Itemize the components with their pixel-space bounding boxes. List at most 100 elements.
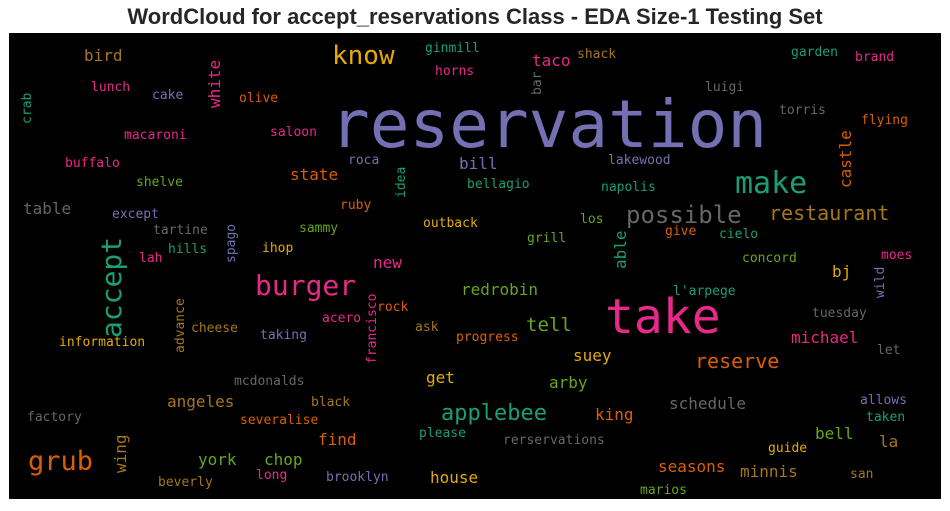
- word-acero: acero: [322, 311, 361, 326]
- word-restaurant: restaurant: [769, 201, 889, 225]
- word-seasons: seasons: [658, 457, 725, 476]
- word-ginmill: ginmill: [425, 41, 480, 56]
- word-state: state: [290, 165, 338, 184]
- word-francisco: francisco: [365, 294, 380, 364]
- word-guide: guide: [768, 441, 807, 456]
- word-except: except: [112, 207, 159, 222]
- word-castle: castle: [836, 130, 855, 188]
- word-cheese: cheese: [191, 321, 238, 336]
- word-grill: grill: [527, 231, 566, 246]
- word-accept: accept: [95, 237, 128, 338]
- word-brand: brand: [855, 50, 894, 65]
- word-sammy: sammy: [299, 221, 338, 236]
- word-cake: cake: [152, 88, 183, 103]
- word-mcdonalds: mcdonalds: [234, 374, 304, 389]
- word-find: find: [318, 430, 357, 449]
- word-bj: bj: [832, 262, 851, 281]
- word-severalise: severalise: [240, 413, 318, 428]
- word-new: new: [373, 253, 402, 272]
- word-michael: michael: [791, 328, 858, 347]
- wordcloud-svg: reservation take make know burger accept possi…: [20, 41, 912, 498]
- word-minnis: minnis: [740, 462, 798, 481]
- word-napolis: napolis: [601, 180, 656, 195]
- word-chop: chop: [264, 450, 303, 469]
- word-spago: spago: [224, 224, 239, 263]
- word-tuesday: tuesday: [812, 306, 867, 321]
- word-rock: rock: [377, 300, 408, 315]
- word-marios: marios: [640, 483, 687, 498]
- word-reservation: reservation: [330, 86, 767, 163]
- word-tell: tell: [526, 314, 572, 336]
- word-wing: wing: [111, 434, 130, 473]
- word-able: able: [611, 230, 630, 269]
- word-factory: factory: [27, 410, 82, 425]
- word-l-arpege: l'arpege: [673, 284, 736, 299]
- word-advance: advance: [173, 298, 188, 353]
- word-outback: outback: [423, 216, 478, 231]
- word-ask: ask: [415, 320, 439, 335]
- word-bellagio: bellagio: [467, 177, 530, 192]
- word-redrobin: redrobin: [461, 280, 538, 299]
- word-la: la: [879, 432, 898, 451]
- word-saloon: saloon: [270, 125, 317, 140]
- word-make: make: [735, 166, 807, 201]
- word-black: black: [311, 395, 350, 410]
- word-los: los: [580, 212, 603, 227]
- word-idea: idea: [394, 167, 409, 198]
- word-bird: bird: [84, 46, 123, 65]
- word-taken: taken: [866, 410, 905, 425]
- word-get: get: [426, 368, 455, 387]
- word-grub: grub: [28, 446, 93, 477]
- word-reserve: reserve: [695, 349, 779, 373]
- word-bar: bar: [530, 71, 545, 95]
- word-angeles: angeles: [167, 392, 234, 411]
- word-long: long: [256, 468, 287, 483]
- word-house: house: [430, 468, 478, 487]
- word-allows: allows: [860, 393, 907, 408]
- word-flying: flying: [861, 113, 908, 128]
- word-information: information: [59, 335, 145, 350]
- word-shelve: shelve: [136, 175, 183, 190]
- word-crab: crab: [20, 93, 35, 124]
- word-possible: possible: [626, 201, 742, 229]
- word-give: give: [665, 224, 696, 239]
- word-let: let: [877, 343, 900, 358]
- word-garden: garden: [791, 45, 838, 60]
- word-arby: arby: [549, 373, 588, 392]
- wordcloud-canvas: reservation take make know burger accept possi…: [9, 33, 941, 499]
- word-progress: progress: [456, 330, 519, 345]
- word-concord: concord: [742, 251, 797, 266]
- word-san: san: [850, 467, 873, 482]
- word-bill: bill: [459, 154, 498, 173]
- word-king: king: [595, 405, 634, 424]
- word-cielo: cielo: [719, 227, 758, 242]
- word-bell: bell: [815, 424, 854, 443]
- word-lah: lah: [139, 251, 162, 266]
- word-beverly: beverly: [158, 475, 213, 490]
- chart-title: WordCloud for accept_reservations Class …: [127, 4, 823, 29]
- word-taking: taking: [260, 328, 307, 343]
- word-lakewood: lakewood: [608, 153, 671, 168]
- word-lunch: lunch: [91, 80, 130, 95]
- word-york: york: [198, 450, 237, 469]
- word-macaroni: macaroni: [124, 128, 187, 143]
- word-buffalo: buffalo: [65, 156, 120, 171]
- word-white: white: [205, 60, 224, 108]
- word-shack: shack: [577, 47, 616, 62]
- word-olive: olive: [239, 91, 278, 106]
- word-luigi: luigi: [705, 80, 744, 95]
- word-applebee: applebee: [441, 401, 547, 426]
- word-horns: horns: [435, 64, 474, 79]
- word-taco: taco: [532, 51, 571, 70]
- word-torris: torris: [779, 103, 826, 118]
- word-ihop: ihop: [262, 241, 293, 256]
- word-tartine: tartine: [153, 223, 208, 238]
- word-burger: burger: [255, 269, 356, 302]
- word-please: please: [419, 426, 466, 441]
- word-moes: moes: [881, 248, 912, 263]
- word-rerservations: rerservations: [503, 433, 605, 448]
- word-take: take: [605, 289, 721, 345]
- word-table: table: [23, 199, 71, 218]
- word-know: know: [332, 41, 395, 71]
- word-suey: suey: [573, 346, 612, 365]
